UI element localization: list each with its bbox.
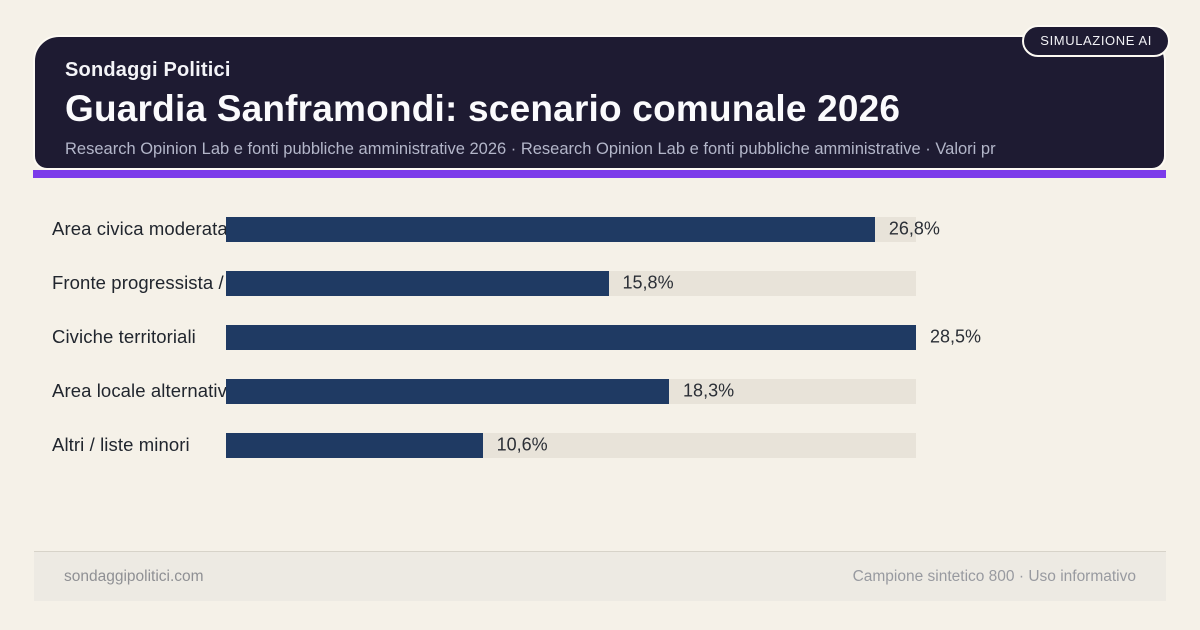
footer-sample-note: Campione sintetico 800 · Uso informativo [852,567,1136,585]
bar-fill [226,378,670,404]
bar-fill [226,270,609,296]
page-subtitle: Research Opinion Lab e fonti pubbliche a… [65,140,996,158]
footer-source-url: sondaggipolitici.com [64,567,204,585]
bar-track: 15,8% [226,270,916,296]
bar-track: 28,5% [226,324,981,350]
bar-fill [226,324,916,350]
bar-track: 10,6% [226,432,916,458]
value-label: 10,6% [496,434,548,455]
bar-fill [226,432,483,458]
accent-divider [33,170,1166,178]
simulation-badge: SIMULAZIONE AI [1022,25,1170,57]
category-label: Area civica moderata [52,218,226,239]
footer: sondaggipolitici.com Campione sintetico … [34,551,1166,601]
bar-row: Civiche territoriali 28,5% [0,310,1200,364]
bar-track: 26,8% [226,216,940,242]
bar-row: Altri / liste minori 10,6% [0,418,1200,472]
bar-row: Area civica moderata 26,8% [0,202,1200,256]
bar-fill [226,216,875,242]
header-card: Sondaggi Politici Guardia Sanframondi: s… [33,25,1170,170]
bar-track: 18,3% [226,378,916,404]
category-label: Area locale alternativ [52,380,226,401]
bar-chart: Area civica moderata 26,8% Fronte progress… [0,202,1200,472]
bar-row: Fronte progressista / 15,8% [0,256,1200,310]
site-name: Sondaggi Politici [65,59,231,81]
value-label: 18,3% [683,380,735,401]
page-title: Guardia Sanframondi: scenario comunale 2… [65,88,901,129]
value-label: 26,8% [888,218,940,239]
category-label: Civiche territoriali [52,326,196,347]
value-label: 15,8% [622,272,674,293]
value-label: 28,5% [930,326,982,347]
bar-row: Area locale alternativ 18,3% [0,364,1200,418]
category-label: Fronte progressista / [52,272,224,293]
category-label: Altri / liste minori [52,434,190,455]
